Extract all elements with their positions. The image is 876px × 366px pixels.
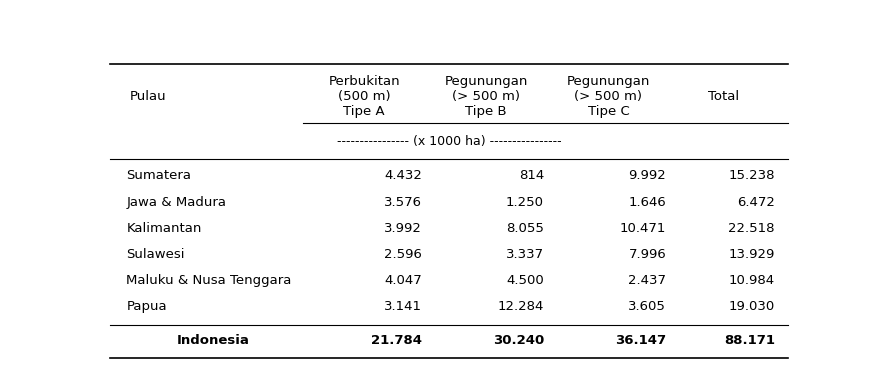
- Text: Pulau: Pulau: [130, 90, 166, 103]
- Text: 3.337: 3.337: [505, 248, 544, 261]
- Text: 4.047: 4.047: [384, 274, 421, 287]
- Text: ---------------- (x 1000 ha) ----------------: ---------------- (x 1000 ha) -----------…: [336, 135, 562, 147]
- Text: 4.432: 4.432: [384, 169, 421, 182]
- Text: 3.992: 3.992: [384, 222, 421, 235]
- Text: 36.147: 36.147: [615, 334, 666, 347]
- Text: Perbukitan
(500 m)
Tipe A: Perbukitan (500 m) Tipe A: [328, 75, 400, 118]
- Text: 13.929: 13.929: [729, 248, 774, 261]
- Text: 10.471: 10.471: [620, 222, 666, 235]
- Text: Kalimantan: Kalimantan: [126, 222, 201, 235]
- Text: 3.605: 3.605: [628, 300, 666, 313]
- Text: 8.055: 8.055: [506, 222, 544, 235]
- Text: 4.500: 4.500: [506, 274, 544, 287]
- Text: 9.992: 9.992: [628, 169, 666, 182]
- Text: 2.596: 2.596: [384, 248, 421, 261]
- Text: 22.518: 22.518: [728, 222, 774, 235]
- Text: 6.472: 6.472: [737, 195, 774, 209]
- Text: Total: Total: [709, 90, 739, 103]
- Text: 2.437: 2.437: [628, 274, 666, 287]
- Text: 1.250: 1.250: [506, 195, 544, 209]
- Text: Jawa & Madura: Jawa & Madura: [126, 195, 227, 209]
- Text: Indonesia: Indonesia: [177, 334, 250, 347]
- Text: 88.171: 88.171: [724, 334, 774, 347]
- Text: Sulawesi: Sulawesi: [126, 248, 185, 261]
- Text: 21.784: 21.784: [371, 334, 421, 347]
- Text: 7.996: 7.996: [628, 248, 666, 261]
- Text: 3.141: 3.141: [384, 300, 421, 313]
- Text: 30.240: 30.240: [492, 334, 544, 347]
- Text: Pegunungan
(> 500 m)
Tipe C: Pegunungan (> 500 m) Tipe C: [567, 75, 650, 118]
- Text: Pegunungan
(> 500 m)
Tipe B: Pegunungan (> 500 m) Tipe B: [445, 75, 528, 118]
- Text: Papua: Papua: [126, 300, 167, 313]
- Text: Maluku & Nusa Tenggara: Maluku & Nusa Tenggara: [126, 274, 292, 287]
- Text: 1.646: 1.646: [628, 195, 666, 209]
- Text: 19.030: 19.030: [729, 300, 774, 313]
- Text: 3.576: 3.576: [384, 195, 421, 209]
- Text: 15.238: 15.238: [728, 169, 774, 182]
- Text: Sumatera: Sumatera: [126, 169, 192, 182]
- Text: 814: 814: [519, 169, 544, 182]
- Text: 10.984: 10.984: [729, 274, 774, 287]
- Text: 12.284: 12.284: [498, 300, 544, 313]
